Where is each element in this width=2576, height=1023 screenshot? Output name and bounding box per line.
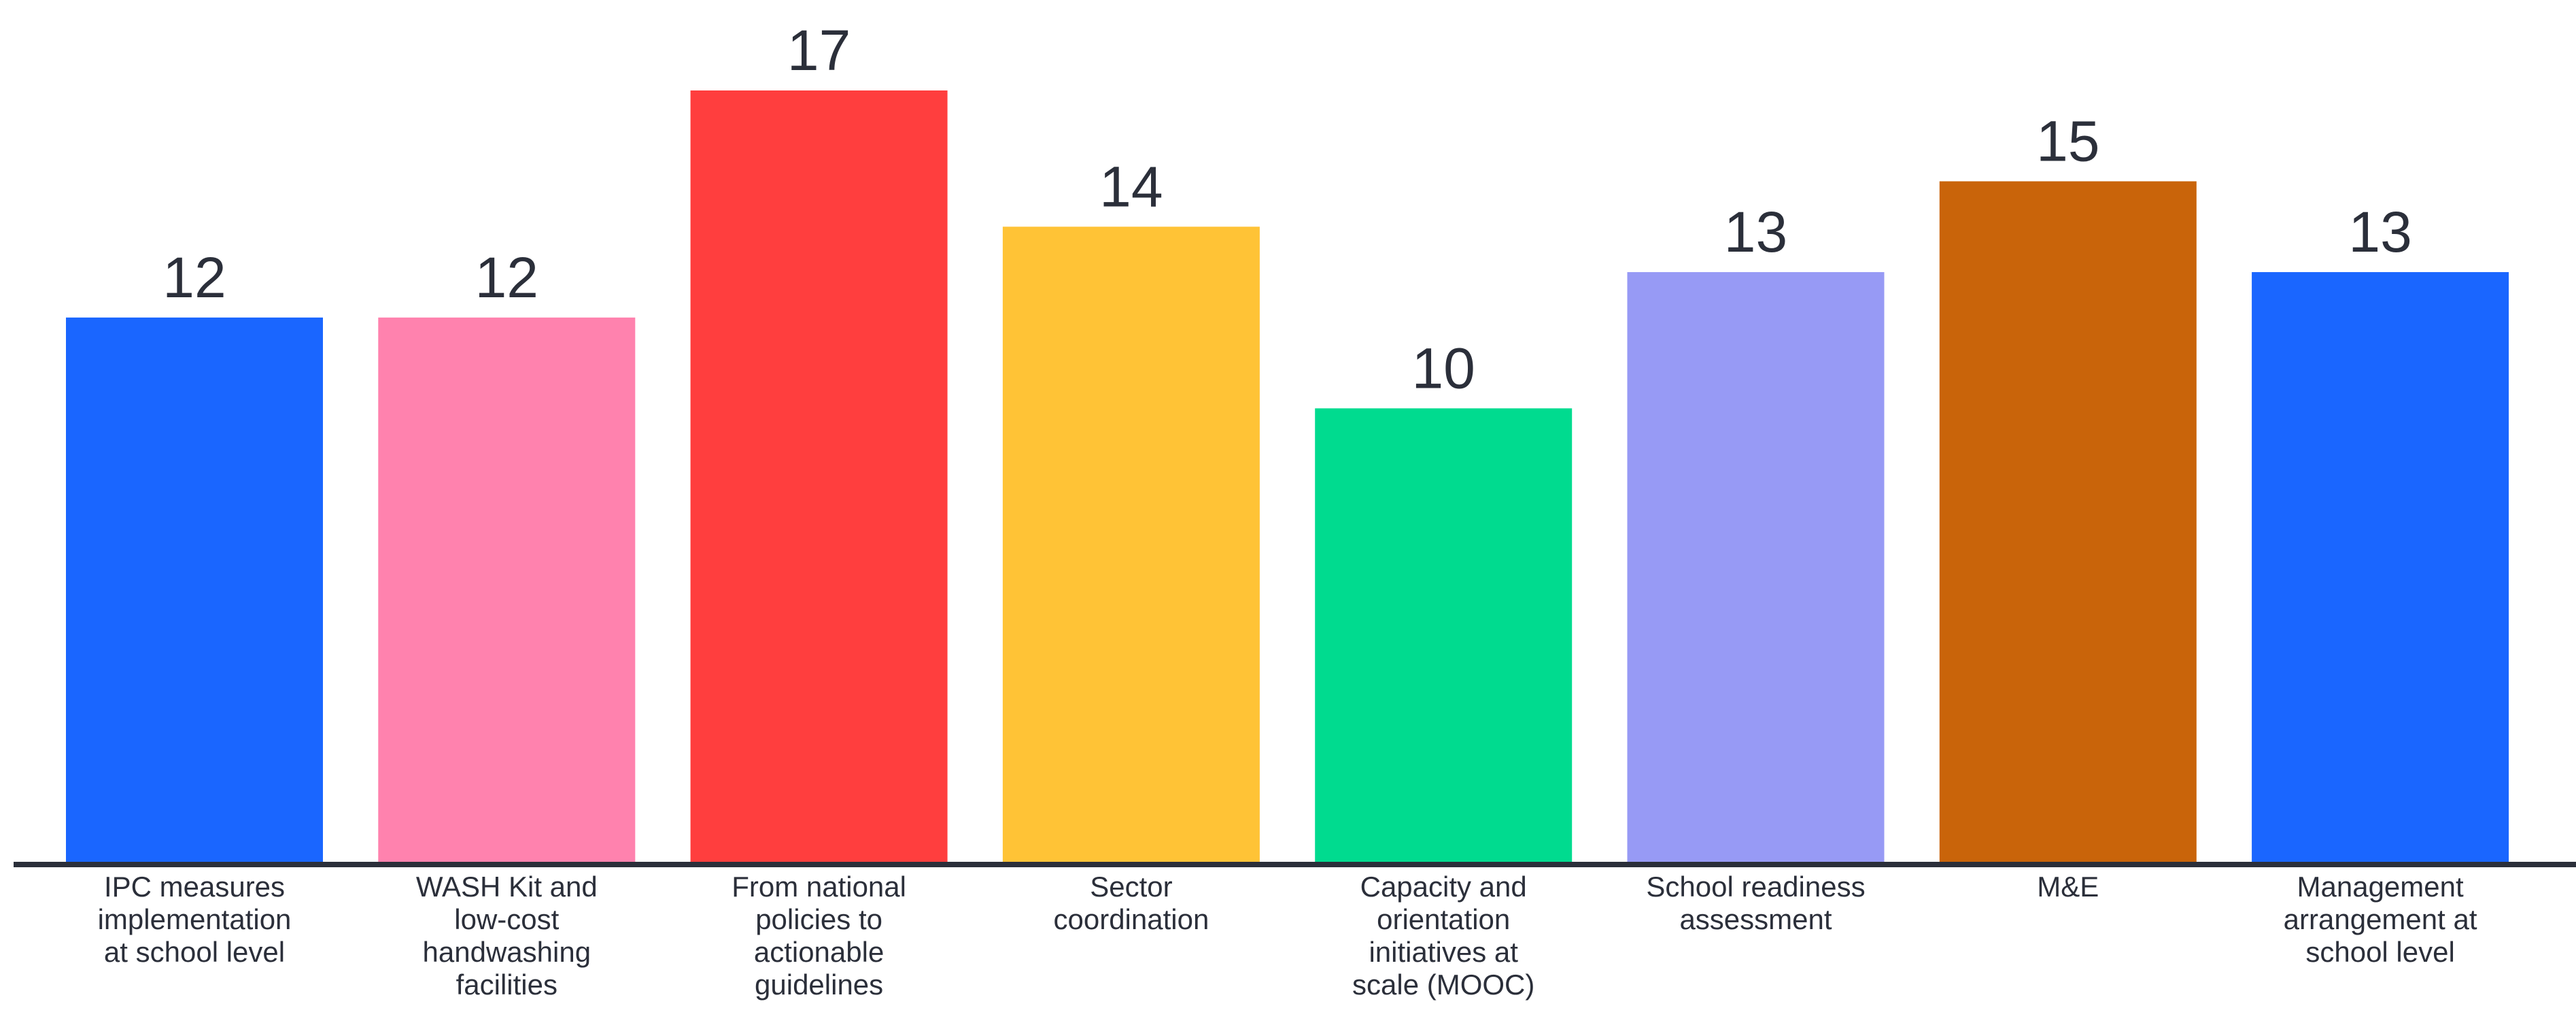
category-label-line: Management [2297, 871, 2464, 903]
category-label-line: assessment [1679, 903, 1832, 935]
category-label-line: scale (MOOC) [1352, 969, 1534, 1001]
category-label-line: handwashing [423, 936, 591, 968]
category-label-line: at school level [104, 936, 285, 968]
category-label-1: IPC measures implementation at school leve… [98, 871, 292, 968]
category-label-line: IPC measures [104, 871, 285, 903]
value-label-4: 14 [1099, 154, 1163, 218]
category-label-line: WASH Kit and [416, 871, 598, 903]
category-label-line: facilities [456, 969, 557, 1001]
category-label-line: policies to [755, 903, 882, 935]
value-labels-layer: 12 12 17 14 10 13 15 13 [162, 18, 2412, 400]
value-label-5: 10 [1411, 336, 1475, 400]
category-labels-layer: IPC measures implementation at school leve… [98, 871, 2477, 1001]
category-label-line: coordination [1053, 903, 1209, 935]
category-label-4: Sector coordination [1053, 871, 1209, 935]
category-label-7: M&E [2037, 871, 2099, 903]
bar-3 [690, 90, 948, 862]
category-label-line: implementation [98, 903, 292, 935]
value-label-6: 13 [1724, 200, 1787, 264]
category-label-2: WASH Kit and low-cost handwashing facilitie… [416, 871, 598, 1001]
category-label-line: actionable [754, 936, 884, 968]
category-label-line: school level [2305, 936, 2454, 968]
category-label-5: Capacity and orientation initiatives at sca… [1352, 871, 1534, 1001]
category-label-6: School readiness assessment [1646, 871, 1865, 935]
bar-5 [1315, 408, 1573, 862]
value-label-8: 13 [2348, 200, 2411, 264]
category-label-line: arrangement at [2284, 903, 2477, 935]
category-label-line: guidelines [755, 969, 883, 1001]
bar-4 [1002, 227, 1260, 862]
value-label-1: 12 [162, 246, 226, 309]
category-label-line: low-cost [454, 903, 559, 935]
category-label-line: From national [732, 871, 906, 903]
category-label-line: Capacity and [1360, 871, 1527, 903]
bar-8 [2252, 272, 2509, 862]
category-label-3: From national policies to actionable guidel… [732, 871, 906, 1001]
category-label-line: Sector [1090, 871, 1172, 903]
value-label-2: 12 [475, 246, 538, 309]
category-label-line: M&E [2037, 871, 2099, 903]
bar-6 [1627, 272, 1885, 862]
bar-2 [378, 317, 636, 863]
value-label-3: 17 [787, 18, 851, 82]
bar-7 [1939, 181, 2197, 862]
value-label-7: 15 [2036, 110, 2099, 173]
category-label-line: School readiness [1646, 871, 1865, 903]
category-label-8: Management arrangement at school level [2284, 871, 2477, 968]
bars-layer [66, 90, 2509, 863]
category-label-line: orientation [1377, 903, 1510, 935]
bar-1 [66, 317, 323, 863]
category-label-line: initiatives at [1369, 936, 1518, 968]
